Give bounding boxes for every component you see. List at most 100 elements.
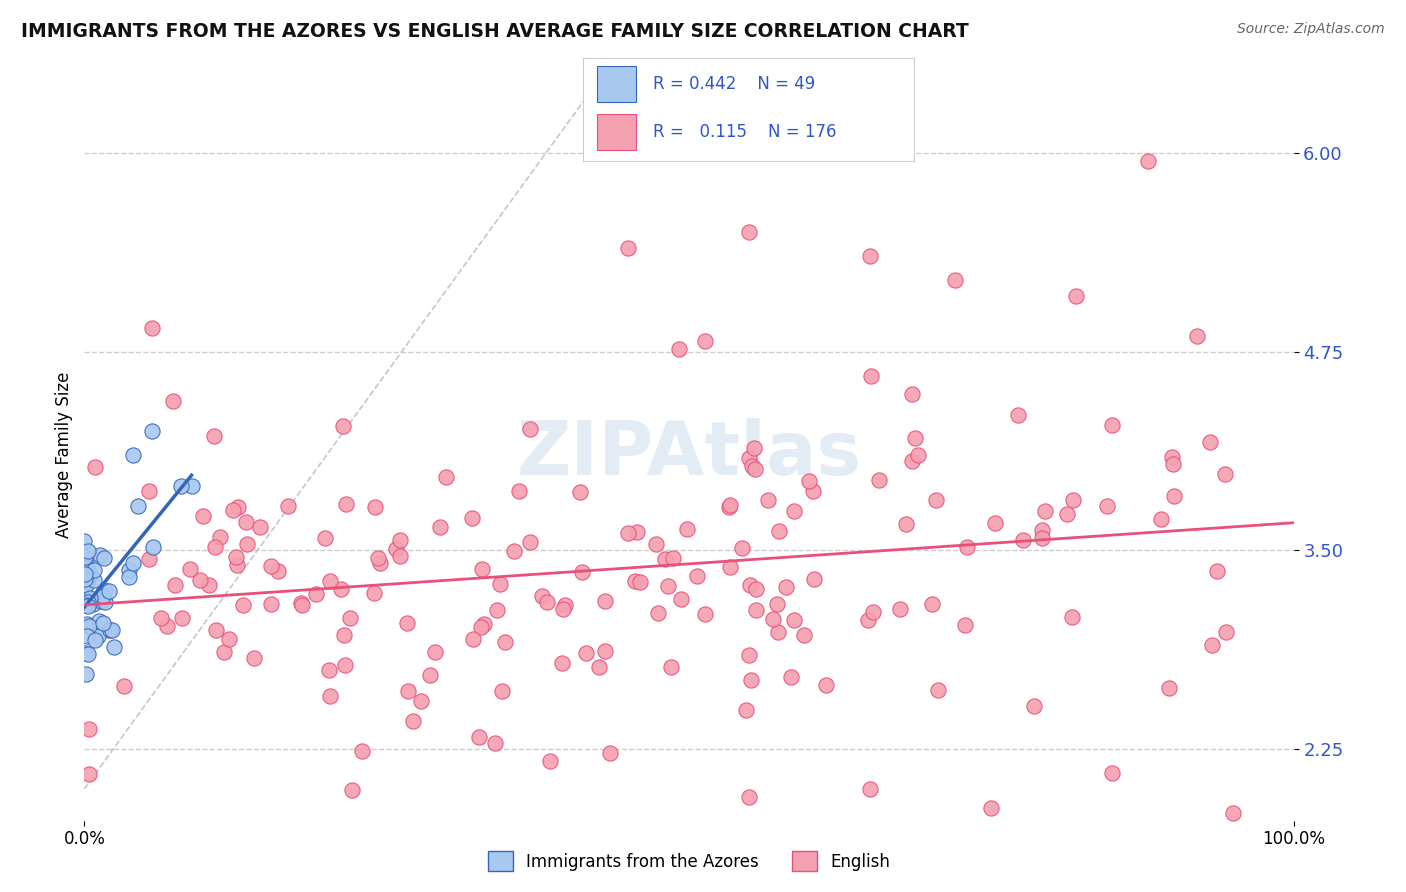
Point: [693, 607, 716, 621]
Point: [73, 646, 96, 660]
Point: [503, 544, 526, 558]
Point: [79, 566, 101, 581]
Point: [470, 620, 492, 634]
Point: [859, 781, 882, 796]
Point: [756, 493, 779, 508]
Point: [868, 473, 890, 487]
Point: [318, 663, 340, 677]
Point: [202, 429, 225, 443]
Point: [76, 617, 98, 632]
Point: [624, 574, 647, 588]
Point: [93, 594, 115, 608]
Point: [141, 425, 163, 439]
Point: [84, 633, 107, 648]
Point: [484, 736, 506, 750]
Point: [89, 549, 111, 563]
Point: [77, 647, 100, 661]
Point: [738, 578, 761, 592]
Point: [783, 613, 806, 627]
Point: [856, 613, 879, 627]
Point: [305, 587, 328, 601]
Point: [644, 537, 666, 551]
Point: [73, 565, 96, 579]
Point: [429, 520, 451, 534]
Point: [350, 744, 373, 758]
Point: [103, 640, 125, 654]
Point: [1101, 766, 1123, 780]
Text: Source: ZipAtlas.com: Source: ZipAtlas.com: [1237, 22, 1385, 37]
Point: [468, 730, 491, 744]
Point: [775, 580, 797, 594]
Point: [222, 503, 245, 517]
Point: [766, 597, 789, 611]
Point: [385, 541, 408, 556]
Point: [170, 478, 193, 492]
Point: [783, 504, 806, 518]
Point: [112, 679, 135, 693]
Point: [363, 586, 385, 600]
Point: [314, 532, 336, 546]
Point: [494, 635, 516, 649]
Point: [367, 551, 389, 566]
Point: [1137, 153, 1160, 168]
Point: [396, 684, 419, 698]
Point: [735, 702, 758, 716]
Point: [718, 499, 741, 513]
Point: [553, 602, 575, 616]
Point: [953, 618, 976, 632]
FancyBboxPatch shape: [596, 114, 637, 150]
Point: [1157, 681, 1180, 696]
Point: [793, 627, 815, 641]
Point: [76, 574, 98, 589]
Point: [93, 616, 115, 631]
Point: [98, 623, 121, 637]
Text: IMMIGRANTS FROM THE AZORES VS ENGLISH AVERAGE FAMILY SIZE CORRELATION CHART: IMMIGRANTS FROM THE AZORES VS ENGLISH AV…: [21, 22, 969, 41]
Point: [740, 673, 762, 687]
Point: [93, 550, 115, 565]
Point: [955, 541, 977, 555]
Point: [204, 541, 226, 555]
Point: [461, 632, 484, 647]
Point: [73, 572, 96, 586]
Point: [232, 599, 254, 613]
Point: [73, 567, 96, 582]
Point: [333, 657, 356, 672]
Point: [79, 591, 101, 605]
Point: [519, 535, 541, 549]
Point: [179, 561, 201, 575]
Point: [1222, 805, 1244, 820]
Point: [730, 541, 752, 555]
Point: [1063, 492, 1085, 507]
Point: [571, 565, 593, 579]
Point: [1064, 289, 1087, 303]
Point: [84, 460, 107, 475]
Point: [593, 594, 616, 608]
Point: [1163, 489, 1185, 503]
Point: [1056, 507, 1078, 521]
Point: [242, 650, 264, 665]
Point: [766, 625, 789, 640]
Point: [389, 533, 412, 548]
Point: [519, 422, 541, 436]
Point: [142, 540, 165, 554]
Point: [1007, 408, 1029, 422]
Point: [77, 544, 100, 558]
Point: [77, 767, 100, 781]
FancyBboxPatch shape: [596, 66, 637, 102]
Point: [149, 610, 172, 624]
Point: [661, 660, 683, 674]
Point: [485, 603, 508, 617]
Point: [339, 611, 361, 625]
Point: [686, 568, 709, 582]
Point: [738, 225, 761, 239]
Point: [1012, 533, 1035, 547]
Point: [900, 453, 922, 467]
Point: [1215, 625, 1237, 640]
Point: [218, 632, 240, 647]
Point: [76, 561, 98, 575]
Point: [267, 564, 290, 578]
Point: [335, 497, 357, 511]
Point: [396, 616, 419, 631]
Point: [894, 517, 917, 532]
Point: [291, 598, 314, 612]
